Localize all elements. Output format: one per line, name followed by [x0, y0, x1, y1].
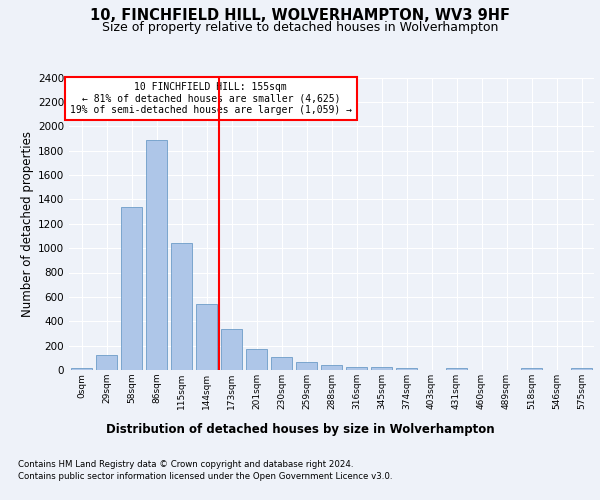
Bar — [296, 362, 317, 370]
Bar — [571, 368, 592, 370]
Bar — [521, 368, 542, 370]
Text: Distribution of detached houses by size in Wolverhampton: Distribution of detached houses by size … — [106, 422, 494, 436]
Bar — [321, 365, 342, 370]
Text: Contains public sector information licensed under the Open Government Licence v3: Contains public sector information licen… — [18, 472, 392, 481]
Bar — [246, 350, 267, 370]
Bar — [371, 368, 392, 370]
Bar — [221, 329, 242, 370]
Bar — [396, 368, 417, 370]
Bar — [71, 368, 92, 370]
Bar — [121, 206, 142, 370]
Text: Contains HM Land Registry data © Crown copyright and database right 2024.: Contains HM Land Registry data © Crown c… — [18, 460, 353, 469]
Bar — [146, 140, 167, 370]
Bar — [171, 242, 192, 370]
Bar — [196, 304, 217, 370]
Text: Size of property relative to detached houses in Wolverhampton: Size of property relative to detached ho… — [102, 21, 498, 34]
Bar — [346, 366, 367, 370]
Bar — [96, 355, 117, 370]
Bar — [446, 368, 467, 370]
Text: 10 FINCHFIELD HILL: 155sqm
← 81% of detached houses are smaller (4,625)
19% of s: 10 FINCHFIELD HILL: 155sqm ← 81% of deta… — [70, 82, 352, 115]
Y-axis label: Number of detached properties: Number of detached properties — [21, 130, 34, 317]
Bar — [271, 356, 292, 370]
Text: 10, FINCHFIELD HILL, WOLVERHAMPTON, WV3 9HF: 10, FINCHFIELD HILL, WOLVERHAMPTON, WV3 … — [90, 8, 510, 22]
